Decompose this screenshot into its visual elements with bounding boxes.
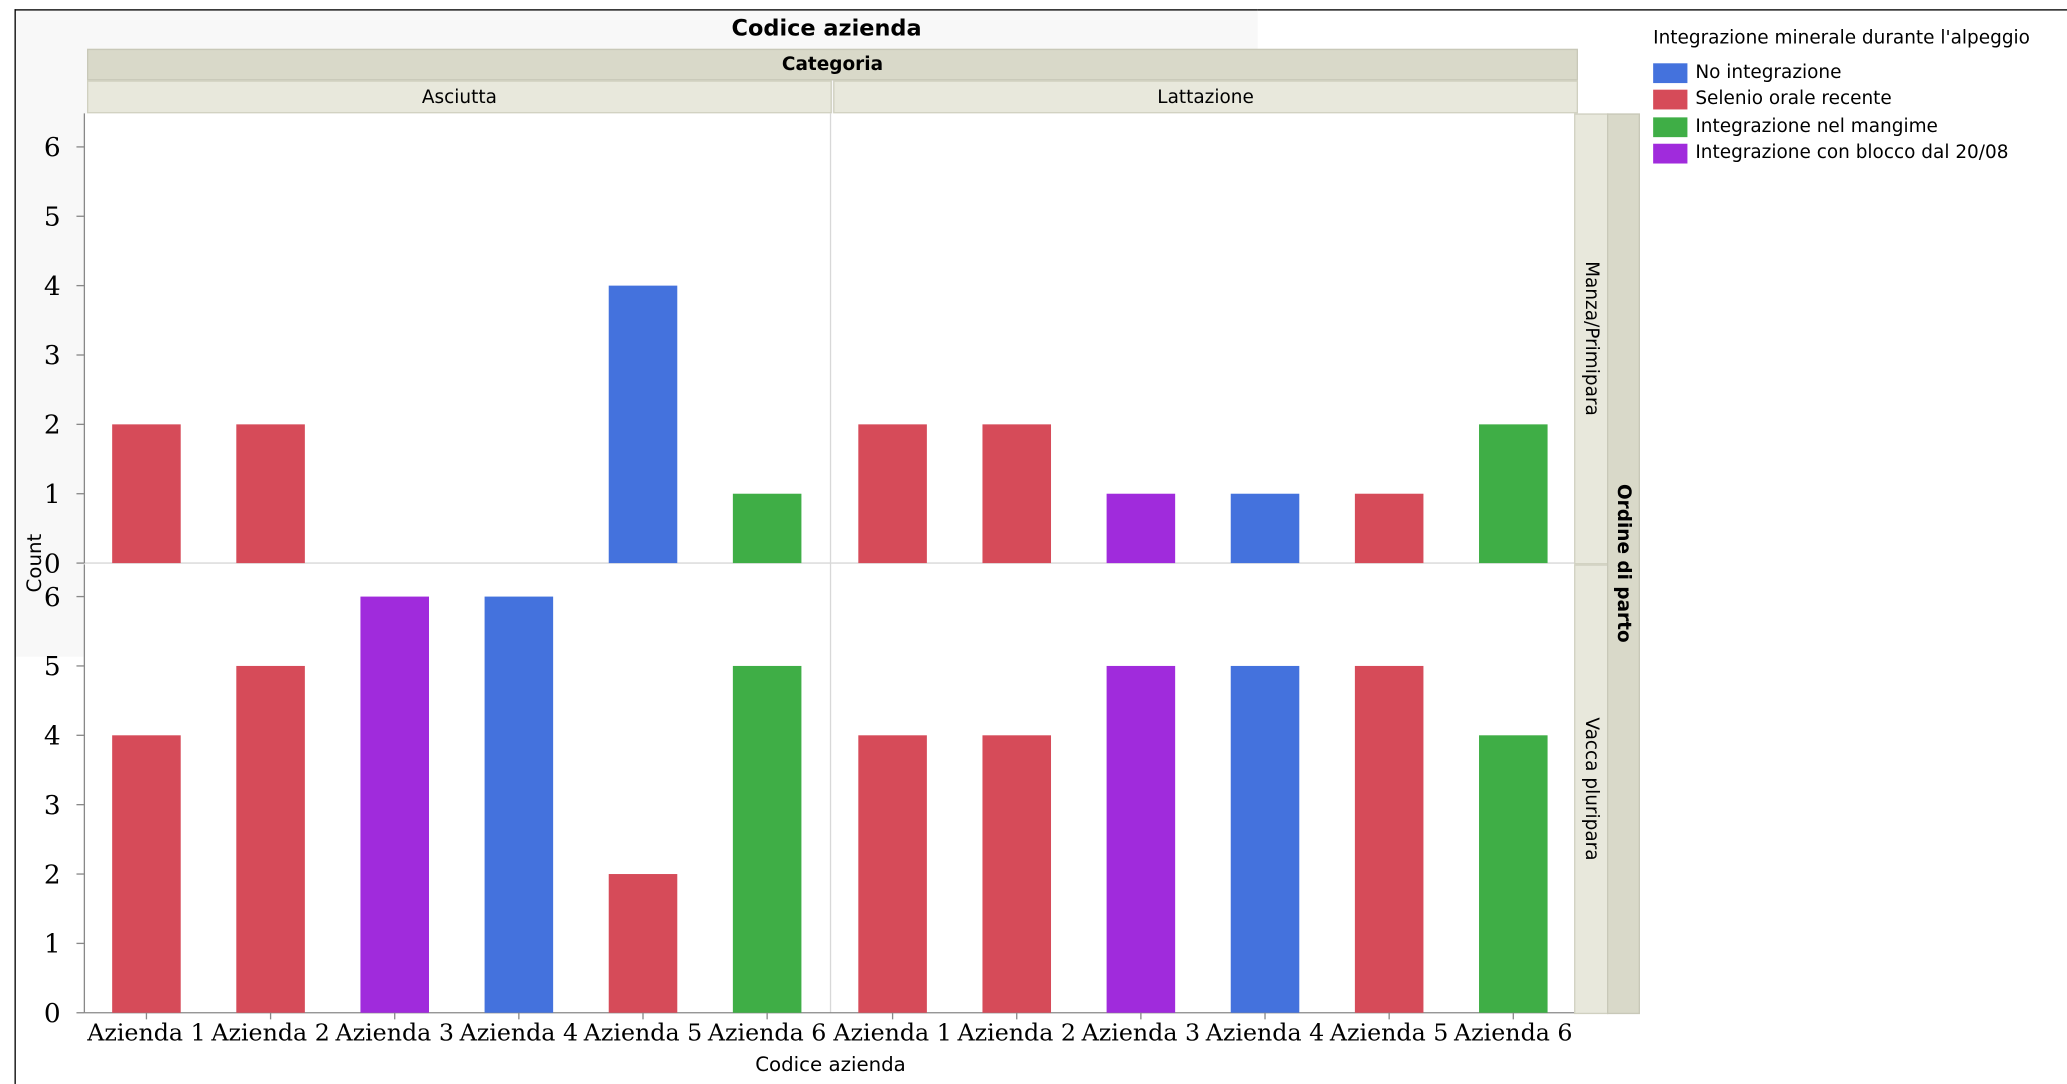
x-tick-label: Azienda 4 [459, 1018, 578, 1046]
legend-swatch [1653, 143, 1688, 163]
bar-azienda-5 [1354, 493, 1424, 564]
x-tick-label: Azienda 2 [210, 1018, 329, 1046]
bar-azienda-5 [1354, 665, 1424, 1013]
bar-azienda-3 [360, 596, 429, 1013]
x-tick-label: Azienda 6 [1453, 1018, 1572, 1046]
legend-item-mangime: Integrazione nel mangime [1653, 116, 1938, 137]
legend-title: Integrazione minerale durante l'alpeggio [1653, 27, 2030, 49]
x-tick-label: Azienda 5 [583, 1018, 702, 1046]
x-axis-title: Codice azienda [755, 1053, 906, 1076]
bar-azienda-3 [1106, 665, 1176, 1013]
y-tick-label: 0 [44, 999, 61, 1029]
x-tick-label: Azienda 3 [334, 1018, 453, 1046]
column-facet-title: Categoria [87, 48, 1579, 81]
x-tick-label: Azienda 3 [1081, 1018, 1200, 1046]
x-tick-label: Azienda 2 [957, 1018, 1076, 1046]
x-tick-label: Azienda 5 [1329, 1018, 1448, 1046]
bar-azienda-1 [112, 735, 181, 1013]
y-tick-label: 0 [44, 549, 61, 579]
row-facet-manza-label: Manza/Primipara [1580, 261, 1602, 417]
bar-azienda-1 [858, 424, 927, 564]
y-tick-label: 6 [44, 583, 61, 613]
legend-label: Selenio orale recente [1695, 88, 1892, 110]
bar-azienda-6 [732, 665, 802, 1013]
bar-azienda-4 [1230, 493, 1300, 564]
y-tick-label: 5 [44, 202, 61, 232]
y-tick-label: 6 [44, 133, 61, 163]
legend-swatch [1653, 116, 1688, 137]
bar-azienda-5 [608, 874, 678, 1013]
frame-border-top-right [1257, 9, 2067, 11]
legend-label: No integrazione [1695, 61, 1842, 84]
row-facet-vacca-label: Vacca pluripara [1580, 717, 1602, 861]
bar-azienda-4 [1230, 665, 1300, 1013]
bar-azienda-1 [112, 424, 181, 564]
x-tick-label: Azienda 6 [707, 1018, 826, 1046]
bar-azienda-2 [236, 665, 305, 1013]
row-facet-vacca: Vacca pluripara [1574, 564, 1609, 1015]
legend-label: Integrazione con blocco dal 20/08 [1695, 142, 2009, 164]
legend-item-no-integrazione: No integrazione [1653, 61, 1842, 84]
x-tick-label: Azienda 1 [86, 1018, 205, 1046]
bar-azienda-3 [1106, 493, 1176, 564]
legend-item-selenio: Selenio orale recente [1653, 88, 1892, 109]
x-tick-label: Azienda 4 [1205, 1018, 1324, 1046]
y-tick-label: 1 [44, 480, 61, 510]
y-tick-label: 5 [44, 652, 61, 682]
legend-swatch [1653, 62, 1688, 83]
legend-label: Integrazione nel mangime [1695, 116, 1938, 138]
legend-item-blocco: Integrazione con blocco dal 20/08 [1653, 142, 2009, 164]
y-tick-label: 3 [44, 341, 61, 371]
y-tick-label: 3 [44, 791, 61, 821]
bar-azienda-6 [1479, 424, 1548, 564]
x-tick-label: Azienda 1 [832, 1018, 951, 1046]
y-tick-label: 2 [44, 860, 61, 890]
bar-azienda-6 [1479, 735, 1548, 1013]
row-facet-manza: Manza/Primipara [1574, 113, 1609, 565]
chart-title: Codice azienda [731, 15, 922, 43]
row-facet-title-label: Ordine di parto [1612, 484, 1635, 644]
bar-azienda-2 [982, 424, 1052, 564]
bar-azienda-1 [858, 735, 927, 1013]
y-tick-label: 1 [44, 930, 61, 960]
bar-azienda-5 [608, 285, 678, 564]
bar-azienda-6 [732, 493, 802, 564]
bar-azienda-4 [484, 596, 554, 1013]
column-facet-asciutta: Asciutta [87, 80, 832, 114]
frame-border-left [14, 9, 16, 1084]
y-tick-label: 4 [44, 272, 61, 302]
legend-swatch [1653, 89, 1688, 109]
frame-border-top [14, 9, 1258, 11]
y-tick-label: 2 [44, 411, 61, 441]
bar-azienda-2 [982, 735, 1052, 1013]
y-axis-title: Count [23, 533, 46, 592]
row-facet-title: Ordine di parto [1607, 113, 1640, 1015]
column-facet-lattazione: Lattazione [833, 80, 1579, 114]
bar-azienda-2 [236, 424, 305, 564]
y-tick-label: 4 [44, 722, 61, 752]
